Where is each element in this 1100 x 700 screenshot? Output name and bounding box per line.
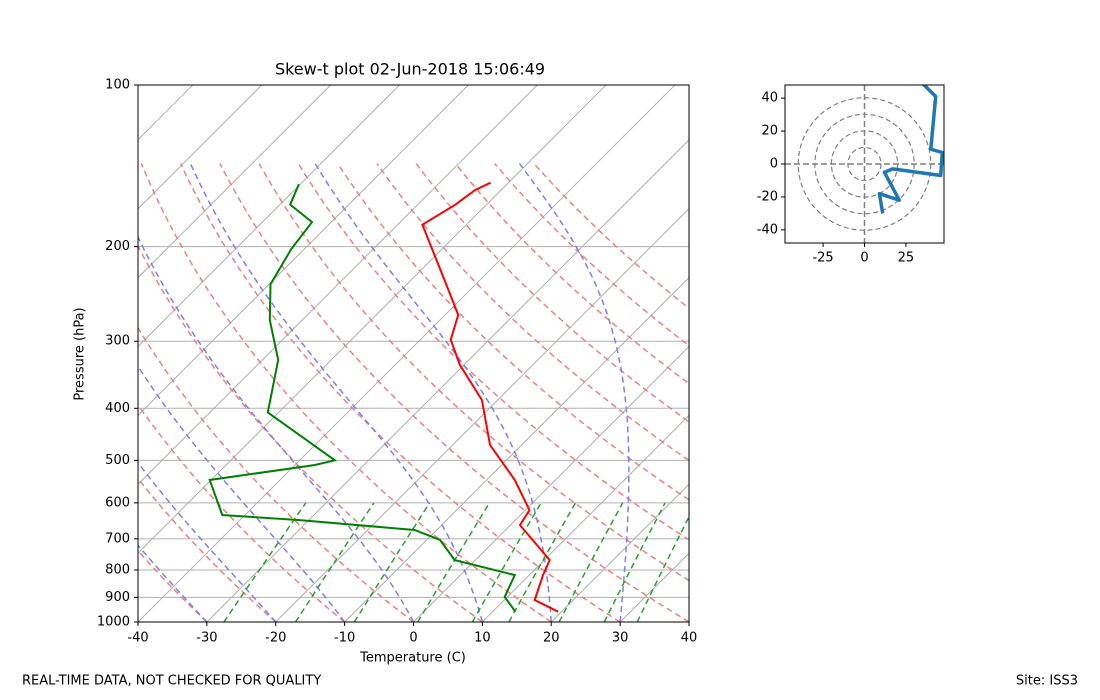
isotherm [275, 208, 689, 622]
dry-adiabat [0, 164, 69, 623]
x-tick-label: -30 [196, 631, 217, 646]
isotherm [206, 139, 689, 622]
isotherm [482, 414, 689, 622]
moist-adiabat [314, 163, 553, 622]
chart-title: Skew-t plot 02-Jun-2018 15:06:49 [275, 60, 545, 79]
isotherm [138, 85, 331, 279]
moist-adiabat [688, 618, 689, 622]
dry-adiabat [138, 244, 483, 622]
moist-adiabat [138, 235, 415, 622]
mixing-ratio-line [353, 502, 431, 622]
x-tick-label: -20 [265, 631, 286, 646]
y-tick-label: -40 [757, 222, 778, 237]
mixing-ratio-line [471, 502, 542, 622]
y-tick-label: 40 [761, 91, 778, 106]
isotherm [688, 621, 689, 622]
dry-adiabat [179, 163, 621, 622]
x-tick-label: 0 [409, 631, 417, 646]
isotherm [619, 552, 689, 622]
moist-adiabat [138, 461, 277, 622]
profile-line [208, 183, 517, 613]
isotherm [138, 85, 676, 622]
dry-adiabat [297, 163, 689, 541]
dry-adiabat [376, 163, 689, 462]
moist-adiabat [138, 620, 139, 622]
mixing-ratio-line [223, 502, 307, 622]
y-tick-label: 100 [105, 78, 130, 93]
x-tick-label: 25 [898, 251, 915, 266]
moist-adiabat [138, 364, 346, 622]
x-tick-label: 30 [612, 631, 629, 646]
y-axis-label: Pressure (hPa) [73, 307, 88, 400]
y-tick-label: 1000 [97, 615, 130, 630]
y-tick-label: 500 [105, 453, 130, 468]
isotherm [138, 85, 194, 141]
dry-adiabat [138, 549, 208, 622]
mixing-ratio-line [294, 502, 375, 622]
dry-adiabat [258, 163, 689, 582]
y-tick-label: 600 [105, 495, 130, 510]
hodograph-line [877, 85, 944, 214]
dry-adiabat [494, 163, 689, 347]
dry-adiabat [138, 620, 139, 622]
dry-adiabat [533, 162, 689, 310]
footer-left: REAL-TIME DATA, NOT CHECKED FOR QUALITY [22, 674, 321, 689]
x-tick-label: 20 [543, 631, 560, 646]
x-tick-label: 0 [860, 251, 868, 266]
y-tick-label: 400 [105, 401, 130, 416]
x-tick-label: -25 [812, 251, 833, 266]
isotherm [138, 85, 538, 485]
mixing-ratio-line [636, 515, 689, 622]
moist-adiabat [138, 544, 208, 622]
hodograph-plot [785, 85, 944, 243]
mixing-ratio-line [417, 502, 491, 622]
x-tick-label: 40 [681, 631, 698, 646]
x-tick-label: -40 [127, 631, 148, 646]
dry-adiabat [415, 163, 689, 423]
dry-adiabat [138, 477, 277, 622]
y-tick-label: 200 [105, 239, 130, 254]
isotherm [138, 85, 400, 348]
y-tick-label: 0 [770, 157, 778, 172]
isotherm [138, 85, 469, 417]
x-tick-label: -10 [334, 631, 355, 646]
dry-adiabat [336, 163, 689, 501]
skewt-plot [0, 85, 689, 623]
moist-adiabat [189, 163, 484, 622]
dry-adiabat [219, 163, 689, 622]
isotherm [0, 85, 55, 622]
isotherm [413, 345, 689, 622]
isotherm [138, 85, 607, 554]
isotherm [344, 276, 689, 622]
plot-frame [784, 84, 945, 244]
dry-adiabat [140, 163, 552, 622]
y-tick-label: 800 [105, 562, 130, 577]
y-tick-label: 300 [105, 334, 130, 349]
isotherm [550, 483, 689, 622]
isotherm [138, 85, 263, 210]
footer-right: Site: ISS3 [1016, 674, 1078, 689]
x-axis-label: Temperature (C) [359, 651, 466, 666]
y-tick-label: 20 [761, 124, 778, 139]
plot-frame [137, 84, 690, 623]
y-tick-label: 700 [105, 531, 130, 546]
x-tick-label: 10 [474, 631, 491, 646]
y-tick-label: 900 [105, 590, 130, 605]
moist-adiabat [518, 163, 630, 622]
y-tick-label: -20 [757, 189, 778, 204]
profile-line [421, 181, 559, 613]
dry-adiabat [138, 403, 346, 622]
mixing-ratio-line [558, 502, 624, 622]
